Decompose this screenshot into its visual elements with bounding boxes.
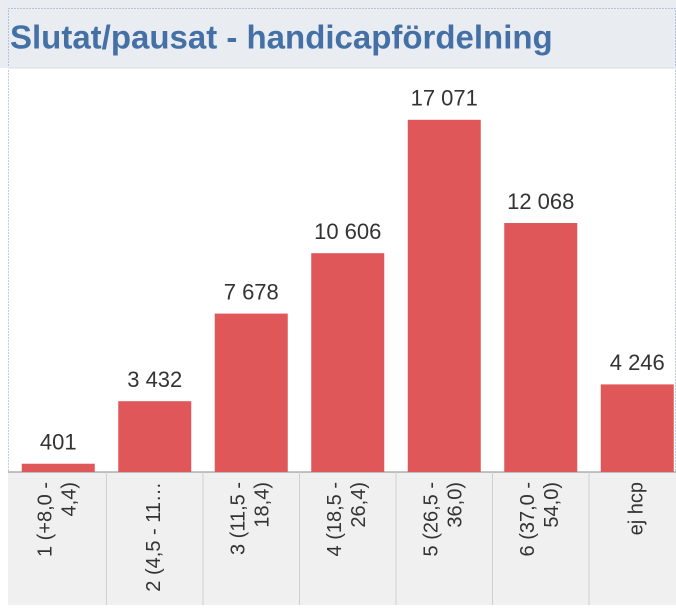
bar [214,313,288,472]
x-tick-line: 6 (37,0 - [517,482,539,556]
x-tick-line: 18,4) [252,482,274,528]
chart-title: Slutat/pausat - handicapfördelning [10,19,553,56]
x-tick-line: 36,0) [445,482,467,528]
value-label: 17 071 [411,86,478,111]
bar [504,223,578,472]
value-label: 10 606 [314,219,381,244]
bar [311,253,385,472]
x-tick-line: 5 (26,5 - [421,482,443,556]
value-label: 3 432 [127,367,182,392]
title-bar [0,0,676,68]
x-tick-line: 4 (18,5 - [324,482,346,556]
bar [118,401,192,472]
x-tick-line: 3 (11,5 - [228,482,250,555]
x-tick-label: 5 (26,5 -36,0) [421,482,467,556]
x-tick-line: 26,4) [348,482,370,528]
x-tick-label: 3 (11,5 -18,4) [228,482,274,555]
value-label: 401 [40,430,77,455]
value-label: 12 068 [507,189,574,214]
x-tick-label: 2 (4,5 - 11… [143,482,165,592]
axis-band [8,472,676,605]
x-tick-line: 4,4) [59,482,81,516]
value-label: 7 678 [224,279,279,304]
x-tick-label: 1 (+8,0 -4,4) [35,482,81,557]
bar [21,463,95,472]
bar [600,384,674,472]
bar [407,119,481,473]
x-tick-line: 54,0) [541,482,563,528]
value-label: 4 246 [610,350,665,375]
x-tick-label: 6 (37,0 -54,0) [517,482,563,556]
x-tick-label: 4 (18,5 -26,4) [324,482,370,556]
x-tick-line: 1 (+8,0 - [35,482,57,557]
x-tick-label: ej hcp [626,482,648,535]
